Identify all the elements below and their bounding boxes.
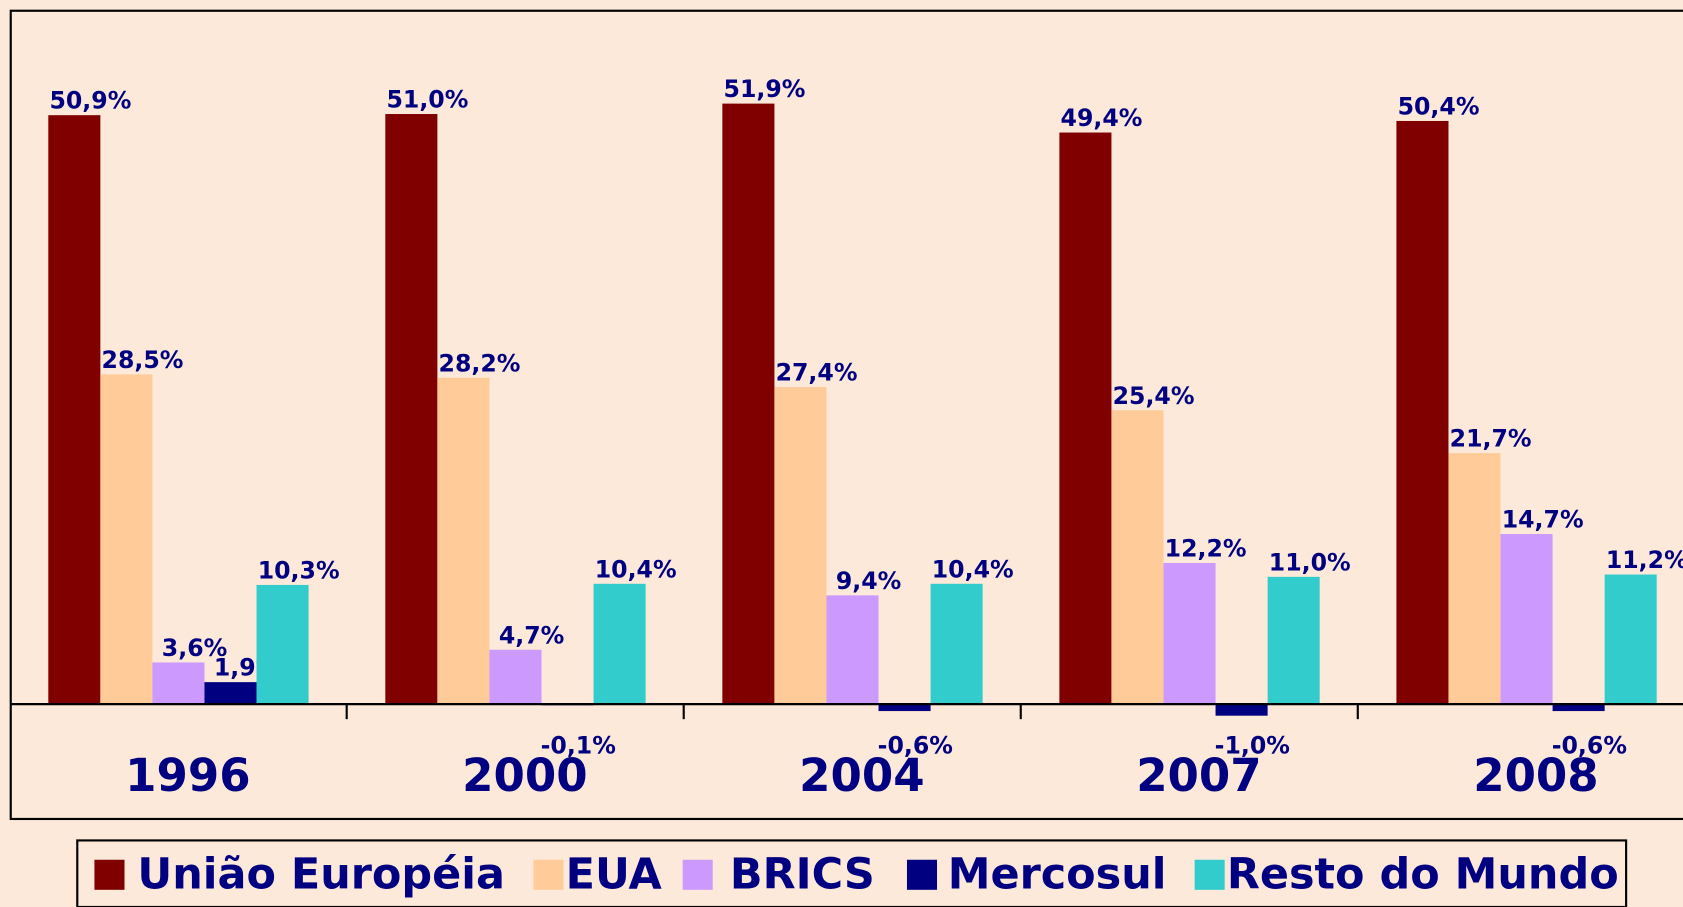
data-label: 51,9% (724, 75, 806, 103)
bar (1448, 453, 1501, 705)
data-label: 51,0% (386, 86, 468, 114)
bar (1552, 704, 1605, 712)
data-label: 4,7% (499, 621, 564, 649)
data-label: 11,0% (1269, 548, 1351, 576)
legend-label: União Européia (137, 849, 505, 899)
bar (1111, 410, 1164, 705)
bar (930, 583, 983, 705)
bar (385, 114, 438, 705)
data-label: 10,4% (595, 555, 677, 583)
legend-swatch (533, 859, 564, 890)
data-label: 50,9% (49, 87, 131, 115)
x-tick-label: 2007 (1136, 749, 1261, 802)
data-label: 14,7% (1502, 506, 1584, 534)
bar (437, 377, 490, 705)
bar (1396, 120, 1449, 705)
data-label: 27,4% (776, 359, 858, 387)
legend-swatch (906, 859, 938, 890)
legend-swatch (94, 859, 125, 890)
bar (878, 704, 931, 712)
bar (204, 682, 257, 705)
bar (256, 584, 309, 705)
data-label: 28,2% (439, 349, 521, 377)
bar (1163, 562, 1216, 705)
data-label: 25,4% (1113, 382, 1195, 410)
data-label: -0,6% (878, 731, 953, 759)
bar (722, 103, 775, 705)
data-label: 28,5% (102, 346, 184, 374)
bar (826, 595, 879, 705)
bar (774, 387, 827, 705)
plot-frame (9, 9, 1683, 821)
bar (48, 115, 101, 705)
data-label: 10,3% (258, 557, 340, 585)
bar (1500, 534, 1553, 705)
data-label: 21,7% (1450, 425, 1532, 453)
data-label: 12,2% (1165, 535, 1247, 563)
data-label: -0,1% (541, 731, 616, 759)
bar (1059, 132, 1112, 705)
x-tick-label: 2000 (462, 749, 587, 802)
bar (152, 662, 205, 705)
bar (489, 649, 542, 705)
legend-swatch (1194, 859, 1225, 890)
bar (100, 374, 153, 705)
data-label: 3,6% (162, 634, 227, 662)
legend-label: EUA (566, 849, 663, 899)
bar (1267, 576, 1320, 705)
bar (1215, 704, 1268, 716)
data-label: 49,4% (1061, 104, 1143, 132)
data-label: 10,4% (932, 555, 1014, 583)
legend-label: Mercosul (948, 849, 1167, 899)
data-label: 50,4% (1398, 93, 1480, 121)
x-tick-label: 2004 (799, 749, 924, 802)
legend-label: Resto do Mundo (1227, 849, 1619, 899)
data-label: -0,6% (1552, 731, 1627, 759)
legend-label: BRICS (730, 849, 875, 899)
bar (1604, 574, 1657, 705)
x-tick-label: 2008 (1473, 749, 1598, 802)
bar (593, 583, 646, 705)
data-label: 11,2% (1606, 546, 1683, 574)
legend-swatch (682, 859, 713, 890)
data-label: -1,0% (1215, 731, 1290, 759)
x-tick-label: 1996 (125, 749, 250, 802)
data-label: 9,4% (836, 567, 901, 595)
